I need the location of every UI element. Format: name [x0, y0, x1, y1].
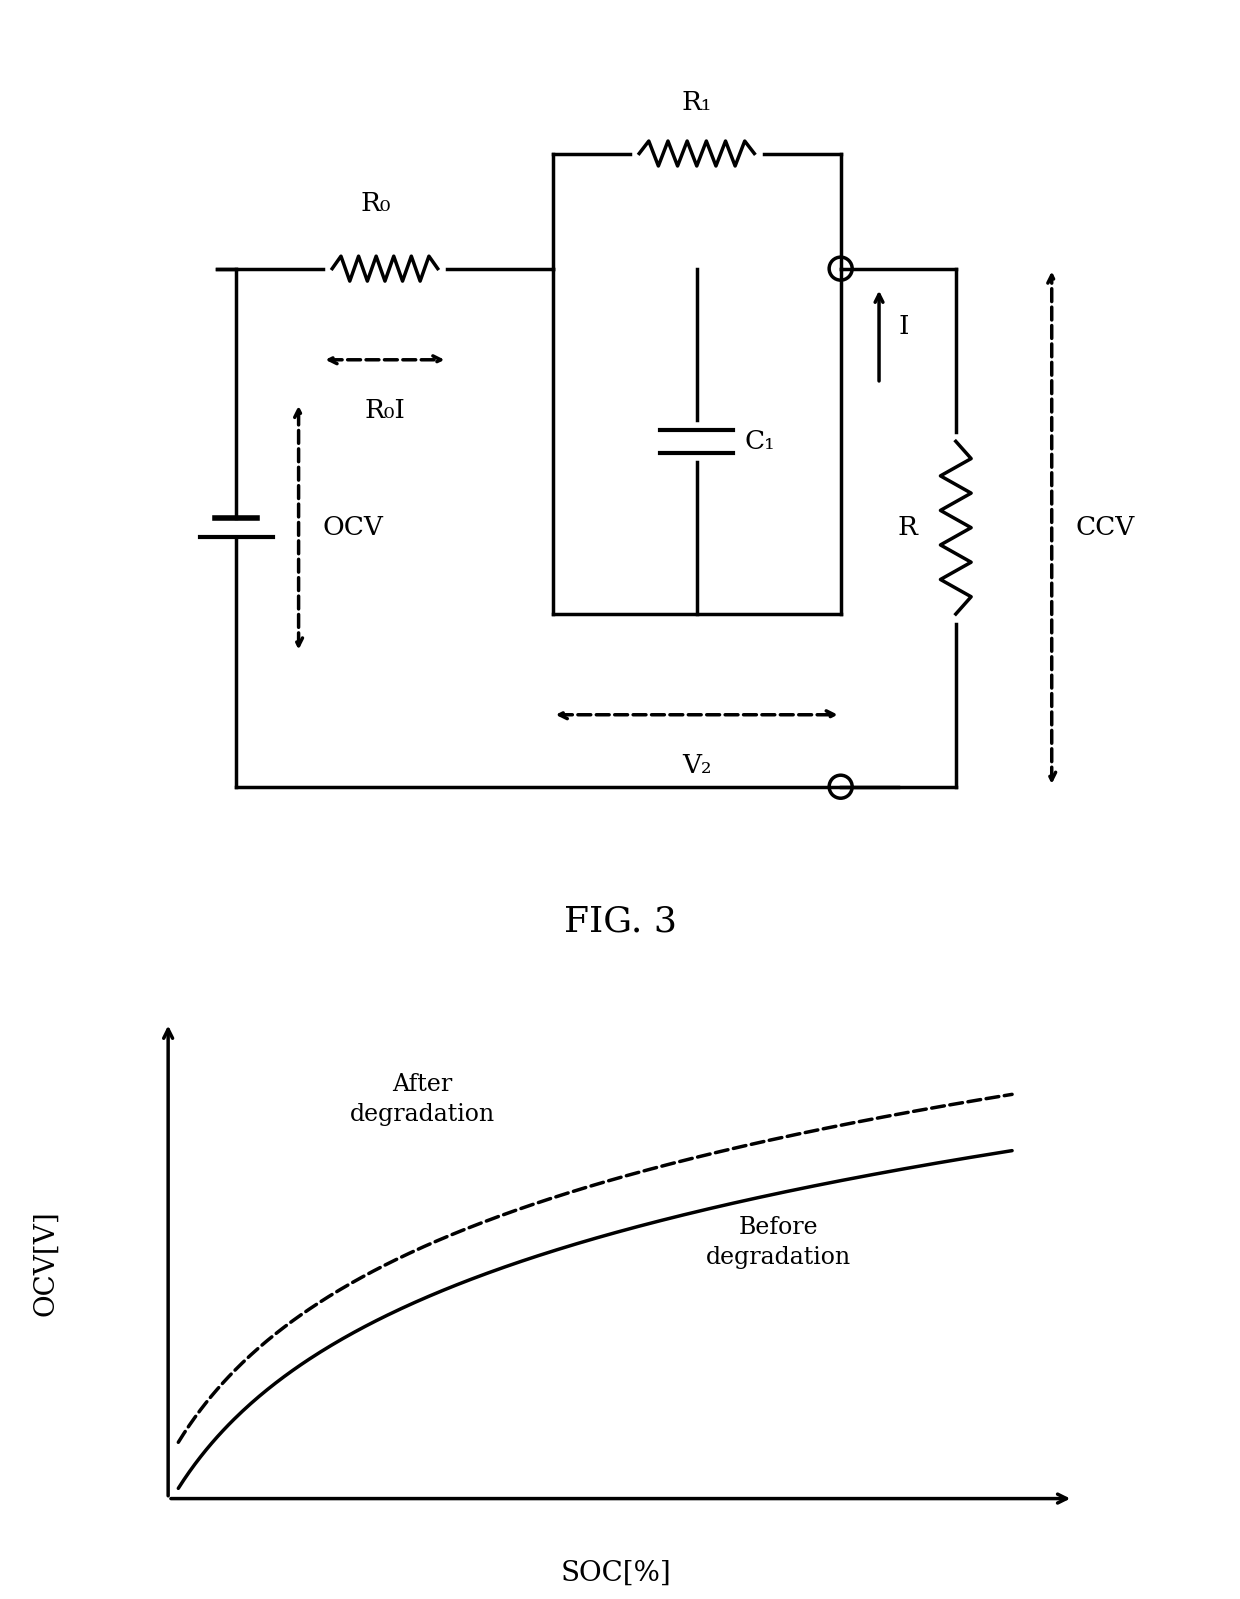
Text: I: I — [898, 313, 909, 339]
Text: OCV[V]: OCV[V] — [32, 1210, 60, 1316]
Text: V₂: V₂ — [682, 753, 712, 779]
Text: R₁: R₁ — [682, 90, 712, 115]
Text: R: R — [898, 515, 918, 540]
Text: R₀: R₀ — [360, 190, 391, 216]
Text: SOC[%]: SOC[%] — [560, 1561, 671, 1586]
Text: After
degradation: After degradation — [350, 1073, 495, 1126]
Text: OCV: OCV — [322, 515, 383, 540]
Text: Before
degradation: Before degradation — [706, 1217, 851, 1270]
Text: FIG. 3: FIG. 3 — [563, 903, 677, 939]
Text: R₀I: R₀I — [365, 398, 405, 424]
Text: C₁: C₁ — [745, 429, 775, 454]
Text: CCV: CCV — [1076, 515, 1135, 540]
